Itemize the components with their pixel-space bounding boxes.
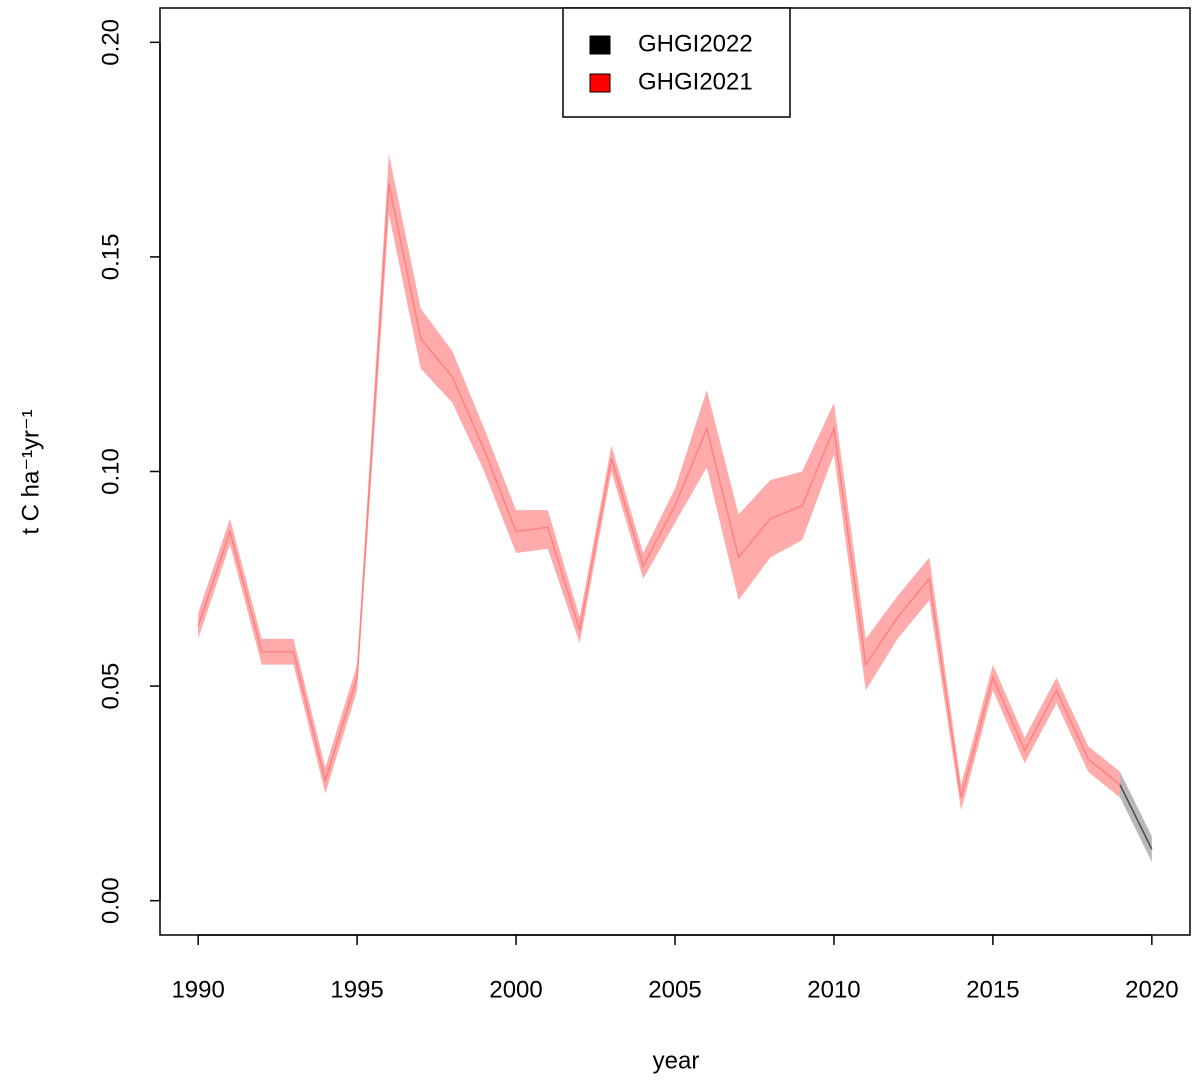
y-axis-label: t C ha⁻¹yr⁻¹ (17, 409, 44, 534)
x-tick-label: 2020 (1125, 976, 1178, 1003)
x-tick-label: 2015 (966, 976, 1019, 1003)
series-line (197, 183, 1121, 798)
legend-swatch (589, 35, 611, 55)
confidence-band (198, 153, 1121, 811)
y-tick-label: 0.20 (97, 19, 124, 66)
x-axis-label: year (653, 1047, 700, 1074)
legend-label: GHGI2022 (638, 30, 753, 57)
x-tick-label: 1995 (330, 976, 383, 1003)
series-line (1119, 784, 1153, 850)
y-tick-label: 0.10 (97, 448, 124, 495)
legend-box (562, 7, 791, 118)
x-tick-label: 2010 (807, 976, 860, 1003)
x-tick-label: 2000 (489, 976, 542, 1003)
x-tick-label: 2005 (648, 976, 701, 1003)
y-tick-label: 0.15 (97, 234, 124, 281)
y-tick-label: 0.00 (97, 877, 124, 924)
legend-label: GHGI2021 (638, 68, 753, 95)
y-tick-label: 0.05 (97, 663, 124, 710)
legend-swatch (589, 73, 611, 93)
x-tick-label: 1990 (171, 976, 224, 1003)
